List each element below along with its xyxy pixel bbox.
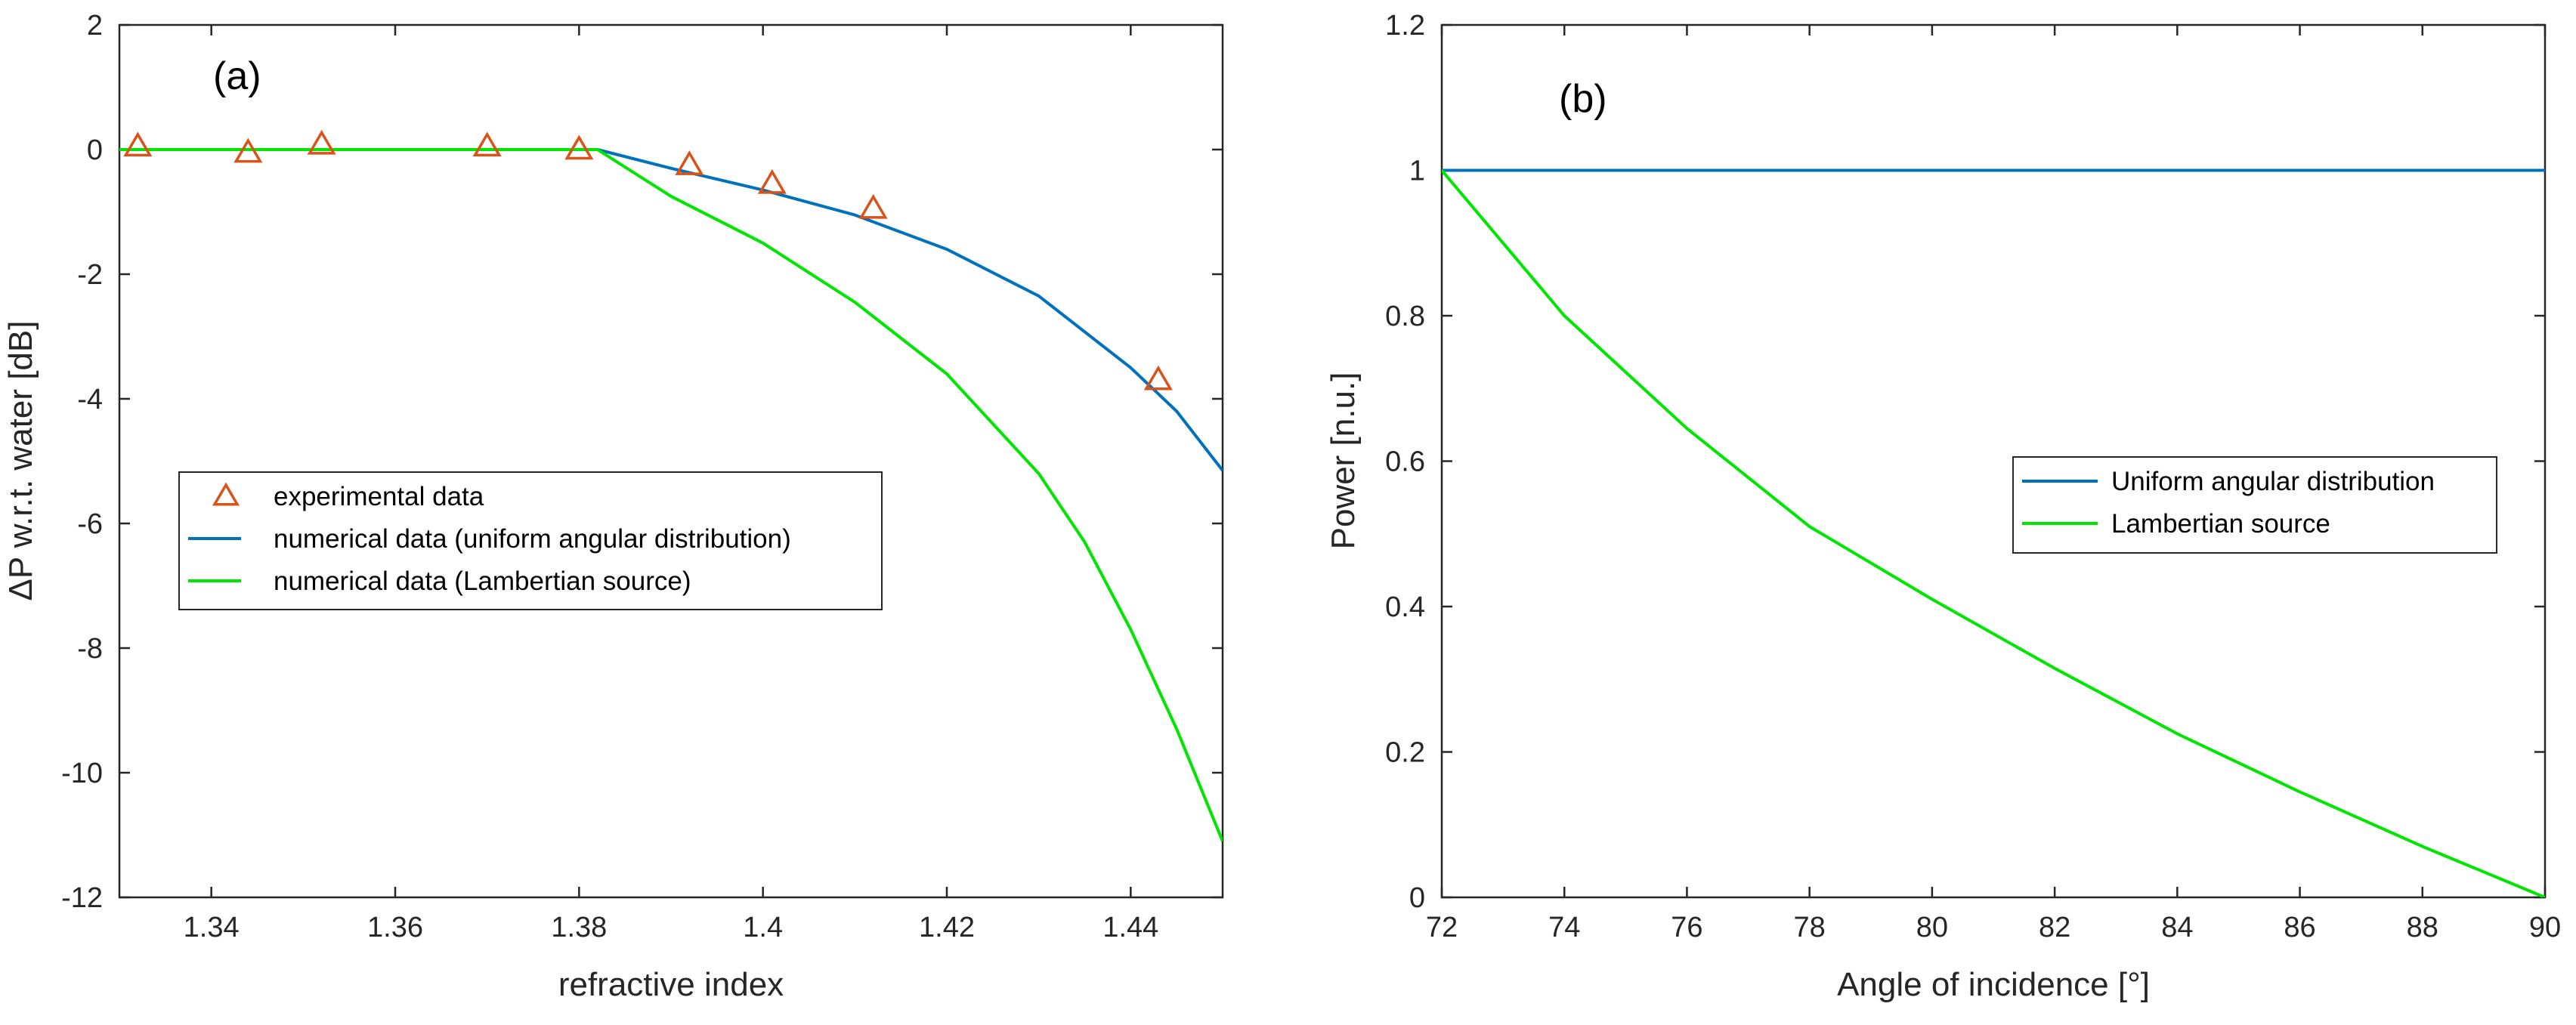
x-tick-label: 88: [2407, 912, 2438, 943]
x-tick-label: 82: [2039, 912, 2070, 943]
experimental-data-point: [307, 129, 336, 155]
experimental-data-point: [675, 150, 704, 175]
plot-area: [119, 148, 1223, 842]
x-tick-label: 1.34: [184, 912, 240, 943]
y-tick-label: 0.6: [1385, 446, 1425, 478]
legend: experimental data numerical data (uniform…: [178, 471, 883, 610]
panel-b-chart: 72 74 76 78 80 82 84 86 88 90 0 0.2 0.4 0.6 0.8 1 1.2 Ang…: [1325, 10, 2561, 1003]
y-tick-label: 0.8: [1385, 301, 1425, 332]
legend-entry-label: Lambertian source: [2111, 509, 2330, 539]
x-tick-label: 1.44: [1102, 912, 1158, 943]
y-tick-label: 1: [1409, 156, 1425, 187]
x-tick-label: 74: [1548, 912, 1580, 943]
x-axis-label: Angle of incidence [°]: [1837, 966, 2150, 1003]
experimental-data-point: [123, 131, 153, 157]
experimental-data-point: [757, 168, 787, 194]
y-axis-label: Power [n.u.]: [1325, 372, 1362, 550]
x-tick-label: 72: [1426, 912, 1458, 943]
series-line-1: [1442, 169, 2545, 897]
y-tick-label: 0: [1409, 882, 1425, 914]
legend-entry-label: experimental data: [274, 482, 484, 511]
y-tick-label: -10: [61, 758, 103, 789]
y-tick-label: 0.4: [1385, 591, 1425, 623]
plot-area: [1442, 168, 2545, 897]
x-tick-label: 1.4: [743, 912, 783, 943]
x-tick-label: 90: [2529, 912, 2561, 943]
legend-entry-label: numerical data (Lambertian source): [274, 567, 691, 596]
y-tick-label: 0: [87, 134, 103, 166]
panel-label: (a): [213, 54, 261, 98]
plot-frame: [118, 23, 1224, 899]
x-tick-label: 78: [1794, 912, 1826, 943]
x-axis-label: refractive index: [558, 966, 784, 1003]
panel-a-chart: 1.34 1.36 1.38 1.4 1.42 1.44 -12 -10 -8 -6 -4 -2 0 2 r…: [2, 10, 1224, 1003]
experimental-data-point: [1143, 365, 1173, 391]
experimental-data-point: [233, 137, 263, 163]
y-axis-label: ΔP w.r.t. water [dB]: [2, 321, 39, 601]
legend-swatch-triangle: [212, 482, 240, 506]
experimental-data-point: [858, 193, 888, 219]
legend-box: [2012, 456, 2497, 554]
legend-entry-label: Uniform angular distribution: [2111, 467, 2435, 496]
legend: Uniform angular distribution Lambertian s…: [2012, 456, 2497, 554]
panel-label: (b): [1559, 77, 1607, 121]
legend-entry-label: numerical data (uniform angular distribu…: [274, 524, 791, 554]
y-tick-label: -12: [61, 882, 103, 914]
legend-box: [178, 471, 883, 610]
y-tick-label: 2: [87, 10, 103, 42]
x-tick-label: 1.36: [367, 912, 423, 943]
y-tick-label: -4: [77, 384, 103, 415]
experimental-data-point: [472, 131, 502, 157]
series-line-2: [119, 148, 1223, 842]
x-tick-label: 86: [2284, 912, 2315, 943]
x-tick-label: 1.42: [919, 912, 975, 943]
y-tick-label: -2: [77, 259, 103, 291]
experimental-data-point: [564, 134, 594, 160]
x-tick-label: 1.38: [551, 912, 607, 943]
y-tick-label: 0.2: [1385, 737, 1425, 769]
x-tick-label: 76: [1671, 912, 1702, 943]
y-tick-label: -6: [77, 508, 103, 540]
y-tick-label: 1.2: [1385, 10, 1425, 42]
x-tick-label: 84: [2161, 912, 2193, 943]
x-tick-label: 80: [1916, 912, 1948, 943]
y-tick-label: -8: [77, 633, 103, 665]
